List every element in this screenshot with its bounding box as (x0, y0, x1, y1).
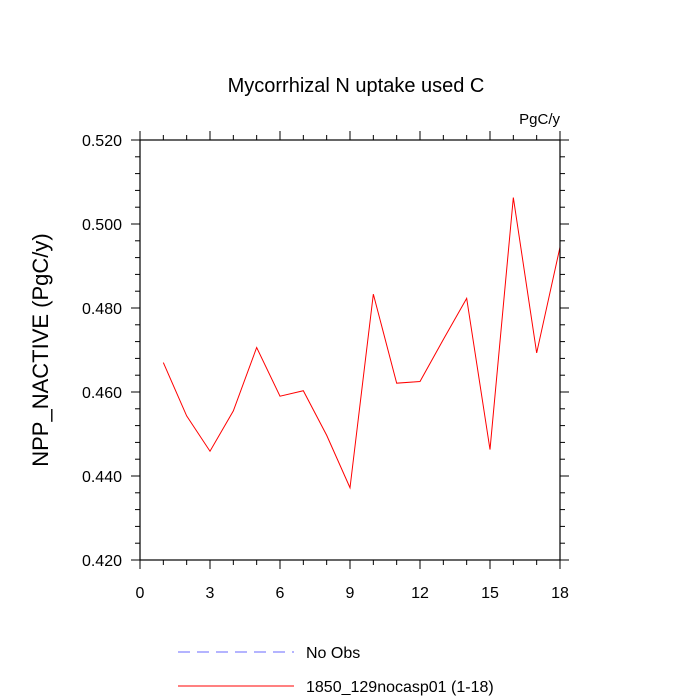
y-tick-label: 0.480 (82, 301, 122, 318)
axis-ticks (131, 131, 569, 569)
x-tick-label: 18 (551, 585, 569, 602)
legend-label: No Obs (306, 645, 360, 662)
y-tick-label: 0.420 (82, 553, 122, 570)
units-label: PgC/y (519, 111, 560, 128)
x-tick-label: 12 (411, 585, 429, 602)
x-tick-label: 9 (346, 585, 355, 602)
legend: No Obs 1850_129nocasp01 (1-18) (178, 645, 494, 696)
tick-labels: 0 3 6 9 12 15 18 0.420 0.440 0.460 0.480 0.500 0.520 (82, 133, 569, 602)
x-tick-label: 6 (276, 585, 285, 602)
y-tick-label: 0.440 (82, 469, 122, 486)
y-tick-label: 0.500 (82, 217, 122, 234)
plot-frame (139, 139, 561, 561)
y-axis-label: NPP_NACTIVE (PgC/y) (28, 233, 53, 467)
series-line (162, 197, 561, 490)
x-tick-label: 0 (136, 585, 145, 602)
y-tick-label: 0.460 (82, 385, 122, 402)
x-tick-label: 3 (206, 585, 215, 602)
legend-label: 1850_129nocasp01 (1-18) (306, 679, 494, 696)
x-tick-label: 15 (481, 585, 499, 602)
y-tick-label: 0.520 (82, 133, 122, 150)
chart-title: Mycorrhizal N uptake used C (228, 75, 485, 97)
series-layer (162, 197, 561, 490)
